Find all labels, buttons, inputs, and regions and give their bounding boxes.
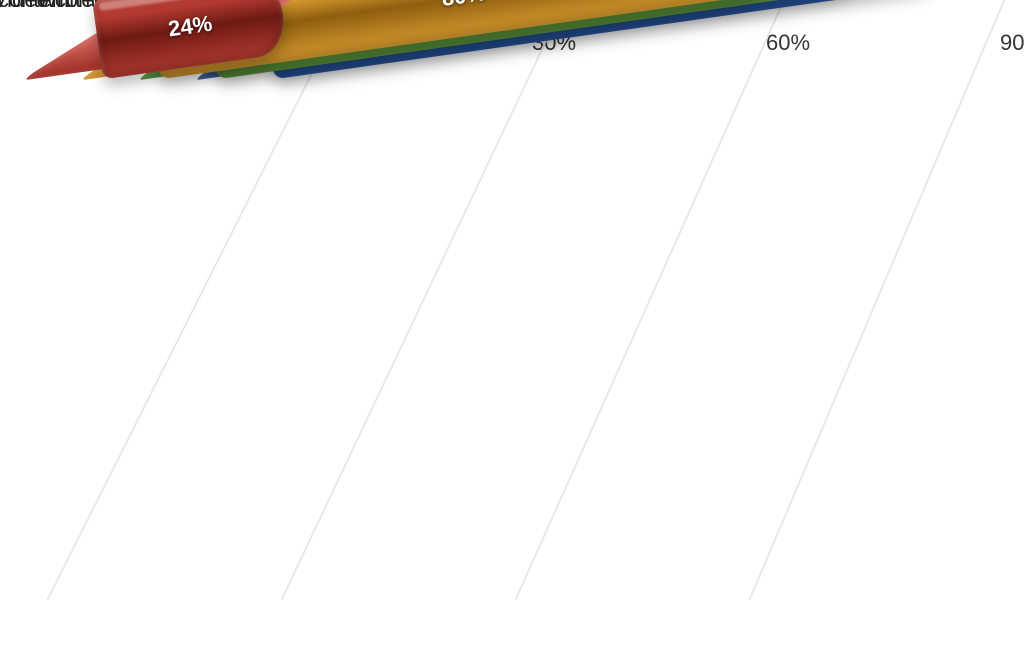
x-axis-tick-label: 60% [766,30,810,56]
bar-highlight [98,0,265,11]
bar-value-label: 24% [167,11,214,43]
gridline [748,0,1023,600]
category-label: Audio content [0,0,70,13]
x-axis-tick-label: 90% [1000,30,1024,56]
gridline [47,55,322,601]
bar-value-label: 80% [440,0,487,12]
gridline [280,22,555,601]
gridline [514,0,789,600]
